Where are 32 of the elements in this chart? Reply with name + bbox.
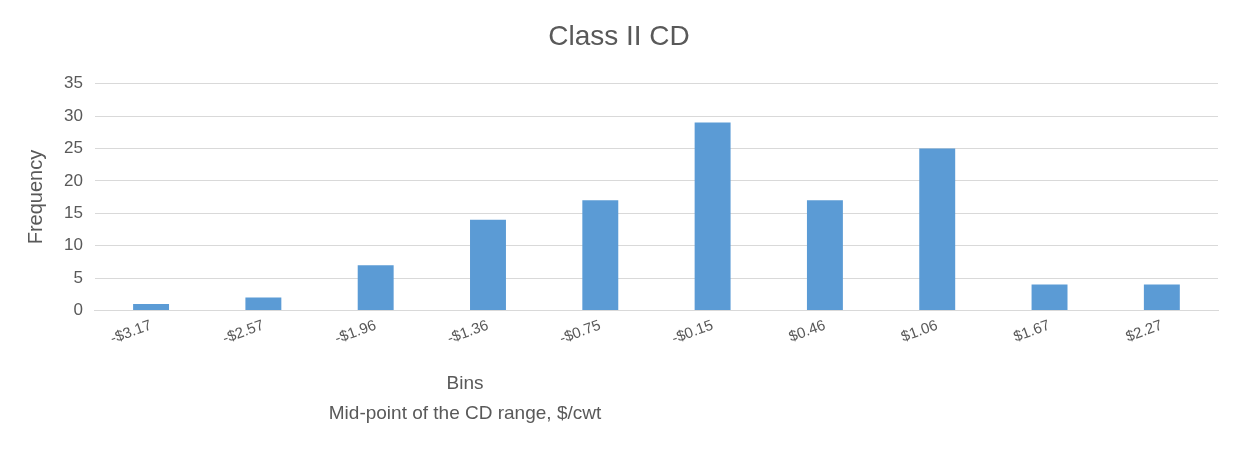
- x-tick-label: -$2.57: [220, 315, 266, 347]
- x-tick-label: $0.46: [786, 315, 828, 345]
- y-axis-title: Frequency: [23, 149, 46, 245]
- chart-title: Class II CD: [548, 19, 690, 51]
- bar: [582, 200, 619, 311]
- x-tick-label: -$0.75: [556, 315, 603, 347]
- x-tick-label: -$1.36: [444, 315, 491, 347]
- bar: [133, 304, 170, 311]
- bar: [1031, 284, 1068, 311]
- bar: [694, 122, 731, 311]
- bar: [1143, 284, 1180, 311]
- y-tick-label: 10: [63, 235, 83, 255]
- bar: [806, 200, 843, 311]
- y-tick-label: 25: [63, 138, 83, 158]
- bar: [357, 265, 394, 311]
- y-tick-label: 0: [73, 300, 83, 320]
- x-tick-label: -$0.15: [669, 315, 716, 347]
- y-tick-label: 30: [63, 105, 83, 125]
- text: Mid-point of the CD range, $/cwt: [328, 402, 602, 424]
- x-axis-title: Bins: [446, 372, 484, 394]
- x-tick-label: $1.67: [1010, 315, 1052, 345]
- y-tick-label: 5: [73, 267, 83, 287]
- y-tick-label: 20: [63, 170, 83, 190]
- x-tick-label: $1.06: [898, 315, 940, 345]
- y-tick-label: 15: [63, 202, 83, 222]
- x-tick-label: $2.27: [1123, 315, 1165, 345]
- bar: [919, 148, 956, 311]
- x-tick-label: -$3.17: [107, 315, 154, 347]
- x-tick-label: -$1.96: [332, 315, 379, 347]
- y-tick-label: 35: [63, 73, 83, 93]
- bar: [245, 297, 282, 311]
- bar: [470, 219, 506, 311]
